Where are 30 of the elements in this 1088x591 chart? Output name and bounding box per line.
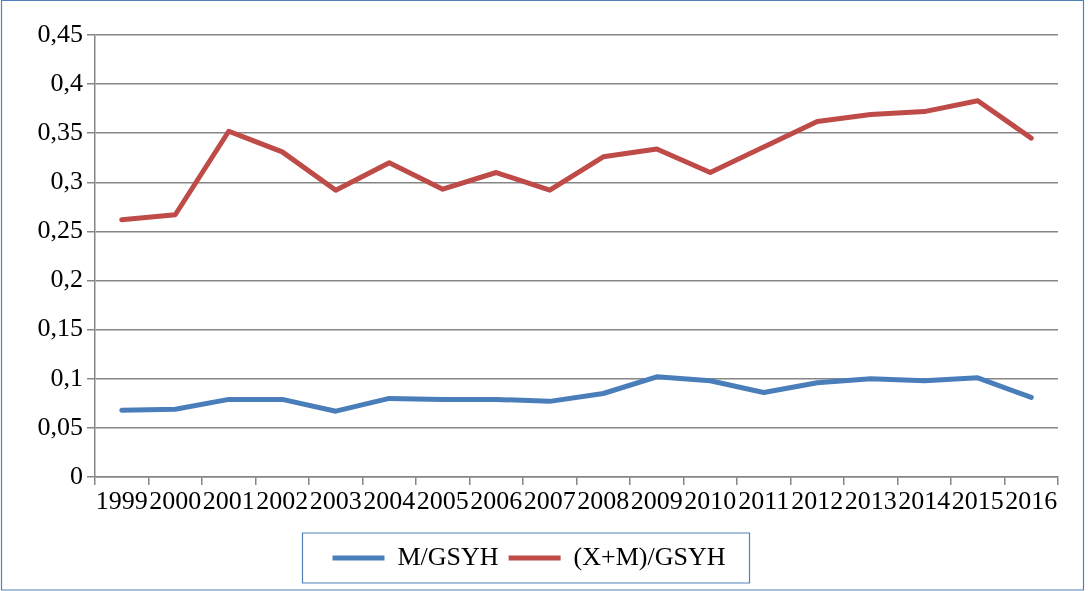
- y-tick-label: 0,35: [37, 117, 83, 147]
- x-tick-label: 2000: [149, 486, 202, 516]
- x-tick-label: 2013: [844, 486, 897, 516]
- x-tick-label: 2009: [630, 486, 683, 516]
- y-tick-label: 0,15: [37, 313, 83, 343]
- y-tick-label: 0,4: [50, 67, 83, 97]
- y-tick-label: 0,25: [37, 215, 83, 245]
- x-tick-label: 1999: [95, 486, 148, 516]
- y-tick-label: 0,05: [37, 411, 83, 441]
- y-tick-label: 0,2: [50, 264, 83, 294]
- x-tick-label: 2014: [898, 486, 951, 516]
- y-tick-label: 0,1: [50, 362, 83, 392]
- x-tick-label: 2005: [416, 486, 469, 516]
- x-tick-label: 2010: [684, 486, 737, 516]
- y-tick-label: 0,45: [37, 18, 83, 48]
- x-tick-label: 2012: [791, 486, 844, 516]
- x-tick-label: 2001: [202, 486, 255, 516]
- x-tick-label: 2006: [470, 486, 523, 516]
- x-tick-label: 2011: [738, 486, 790, 516]
- x-tick-label: 2007: [523, 486, 576, 516]
- x-tick-label: 2016: [1005, 486, 1058, 516]
- legend-label: M/GSYH: [397, 541, 499, 571]
- x-tick-label: 2002: [256, 486, 309, 516]
- x-tick-label: 2003: [309, 486, 362, 516]
- x-tick-label: 2008: [577, 486, 630, 516]
- x-tick-label: 2015: [951, 486, 1004, 516]
- x-tick-label: 2004: [363, 486, 416, 516]
- y-tick-label: 0: [70, 460, 83, 490]
- legend-label: (X+M)/GSYH: [573, 541, 726, 571]
- y-tick-label: 0,3: [50, 166, 83, 196]
